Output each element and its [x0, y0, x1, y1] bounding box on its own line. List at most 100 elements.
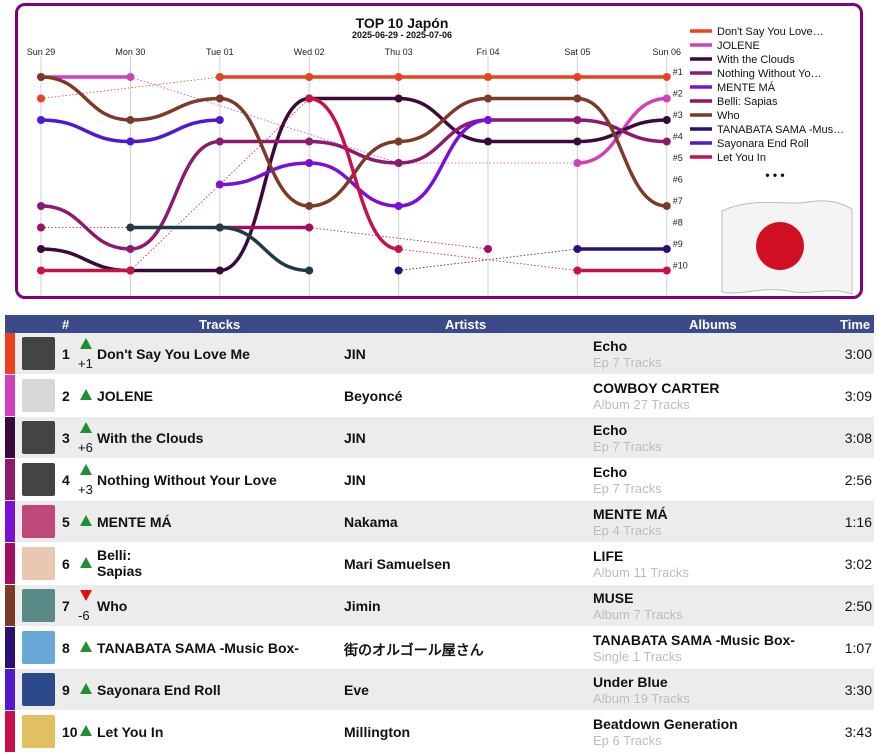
album-cover-icon [22, 547, 55, 580]
album-cover-icon [22, 463, 55, 496]
track-duration: 3:00 [844, 346, 872, 362]
table-row[interactable]: 5 MENTE MÁ Nakama MENTE MÁ Ep 4 Tracks 1:16 [5, 501, 874, 543]
track-title: Who [97, 598, 128, 614]
data-point [394, 202, 403, 210]
series-gap-line [130, 98, 310, 271]
series-line [39, 96, 669, 273]
album-title: MUSE [593, 590, 634, 606]
album-cover-icon [22, 673, 55, 706]
tracks-table: # Tracks Artists Albums Time 1 +1 Don't Sa… [5, 315, 874, 753]
data-point [394, 94, 403, 103]
data-point [573, 159, 582, 167]
chart-title: TOP 10 Japón [356, 15, 449, 31]
rank-label: #7 [673, 196, 683, 206]
album-cover-icon [22, 631, 55, 664]
track-duration: 2:50 [844, 598, 872, 614]
series-line [307, 96, 401, 251]
rank-label: #9 [673, 239, 683, 249]
japan-flag-disc-icon [756, 222, 804, 270]
x-tick-label: Sun 29 [27, 47, 56, 57]
data-point [37, 245, 45, 253]
row-color-strip [5, 669, 15, 710]
album-title: MENTE MÁ [593, 506, 668, 522]
data-point [305, 159, 314, 167]
series-gap-line [130, 76, 399, 164]
rank-up-arrow-icon [80, 683, 92, 694]
rank-label: #6 [673, 175, 683, 185]
data-point [305, 73, 314, 81]
artist-name: JIN [344, 472, 366, 488]
x-tick-label: Wed 02 [294, 47, 325, 57]
header-num: # [62, 317, 70, 332]
row-color-strip [5, 543, 15, 584]
rank-up-arrow-icon [80, 641, 92, 652]
table-row[interactable]: 1 +1 Don't Say You Love Me JIN Echo Ep 7 Trac… [5, 333, 874, 375]
rank-change: -6 [78, 608, 90, 623]
album-info: Ep 7 Tracks [593, 439, 662, 454]
data-point [394, 245, 403, 253]
data-point [662, 94, 671, 103]
track-title: Nothing Without Your Love [97, 472, 277, 488]
table-row[interactable]: 7 -6 Who Jimin MUSE Album 7 Tracks 2:50 [5, 585, 874, 627]
artist-name: JIN [344, 346, 366, 362]
album-title: TANABATA SAMA -Music Box- [593, 632, 795, 648]
rank-up-arrow-icon [80, 422, 92, 433]
track-duration: 3:30 [844, 682, 872, 698]
data-point [215, 223, 224, 232]
rank-number: 6 [62, 556, 70, 572]
data-point [37, 266, 45, 275]
data-point [662, 202, 671, 210]
table-row[interactable]: 8 TANABATA SAMA -Music Box- 街のオルゴール屋さん TANA… [5, 627, 874, 669]
data-point [126, 137, 135, 146]
data-point [573, 94, 582, 103]
album-title: Beatdown Generation [593, 716, 738, 732]
table-row[interactable]: 4 +3 Nothing Without Your Love JIN Echo Ep 7 … [5, 459, 874, 501]
chart-subtitle: 2025-06-29 - 2025-07-06 [352, 30, 452, 40]
album-cover-icon [22, 421, 55, 454]
rank-label: #4 [673, 132, 683, 142]
data-point [126, 223, 135, 232]
legend-entry: TANABATA SAMA -Mus… [717, 124, 844, 136]
rank-label: #8 [673, 218, 683, 228]
rank-number: 1 [62, 346, 70, 362]
legend-entry: Belli: Sapias [717, 96, 778, 108]
data-point [305, 94, 314, 103]
row-color-strip [5, 459, 15, 500]
rank-up-arrow-icon [80, 389, 92, 400]
data-point [37, 94, 45, 103]
table-row[interactable]: 2 JOLENE Beyoncé COWBOY CARTER Album 27 Trac… [5, 375, 874, 417]
artist-name: Millington [344, 724, 411, 740]
data-point [573, 245, 582, 253]
row-color-strip [5, 501, 15, 542]
data-point [126, 245, 135, 253]
album-info: Ep 7 Tracks [593, 481, 662, 496]
legend-entry: Nothing Without Yo… [717, 68, 822, 80]
x-tick-label: Fri 04 [476, 47, 499, 57]
data-point [215, 116, 224, 124]
row-color-strip [5, 333, 15, 374]
rank-number: 4 [62, 472, 70, 488]
rank-label: #1 [673, 67, 683, 77]
track-title: Belli: Sapias [97, 547, 143, 579]
header-artists: Artists [445, 317, 487, 332]
album-title: Under Blue [593, 674, 668, 690]
legend-entry: Who [717, 110, 740, 122]
album-cover-icon [22, 715, 55, 748]
legend-more: • • • [765, 168, 784, 182]
track-duration: 3:02 [844, 556, 872, 572]
data-point [305, 137, 314, 146]
rank-label: #3 [673, 110, 683, 120]
table-row[interactable]: 10 Let You In Millington Beatdown Generatio… [5, 711, 874, 753]
track-title: With the Clouds [97, 430, 204, 446]
table-row[interactable]: 9 Sayonara End Roll Eve Under Blue Album 19 … [5, 669, 874, 711]
table-body: 1 +1 Don't Say You Love Me JIN Echo Ep 7 Trac… [5, 333, 874, 753]
table-row[interactable]: 6 Belli: Sapias Mari Samuelsen LIFE Album 11 … [5, 543, 874, 585]
table-row[interactable]: 3 +6 With the Clouds JIN Echo Ep 7 Tracks 3:08 [5, 417, 874, 459]
data-point [126, 73, 135, 81]
data-point [484, 116, 492, 124]
data-point [37, 73, 45, 81]
x-tick-label: Sat 05 [564, 47, 590, 57]
album-title: COWBOY CARTER [593, 380, 720, 396]
track-duration: 1:16 [844, 514, 872, 530]
data-point [126, 116, 135, 124]
